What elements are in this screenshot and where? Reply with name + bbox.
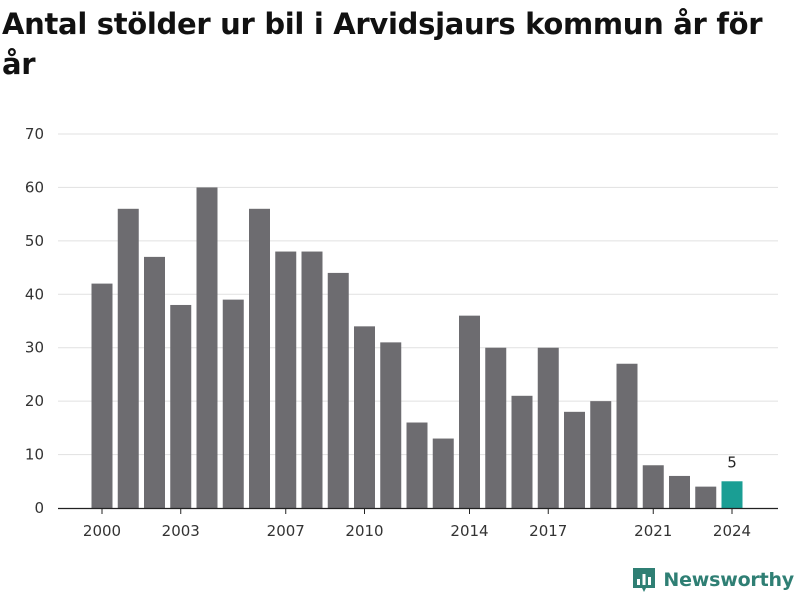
brand-logo: Newsworthy xyxy=(631,566,794,594)
bar-2006 xyxy=(249,208,270,509)
bar-2022 xyxy=(669,475,690,508)
bar-2004 xyxy=(196,187,218,508)
x-tick-label: 2017 xyxy=(529,522,567,540)
bar-2012 xyxy=(406,422,428,508)
x-tick-label: 2000 xyxy=(83,522,121,540)
x-tick-label: 2007 xyxy=(267,522,305,540)
gridlines xyxy=(58,133,778,456)
y-tick-label: 50 xyxy=(25,232,44,250)
bar-2008 xyxy=(301,251,323,509)
bar-2003 xyxy=(170,304,192,508)
y-tick-label: 30 xyxy=(25,339,44,357)
y-tick-label: 10 xyxy=(25,446,44,464)
bar-2019 xyxy=(590,401,612,508)
newsworthy-logo-icon xyxy=(633,568,656,592)
data-labels: 5 xyxy=(727,453,737,471)
bar-2021 xyxy=(642,465,664,508)
y-tick-label: 0 xyxy=(34,499,44,517)
brand-name: Newsworthy xyxy=(663,569,794,591)
bar-2020 xyxy=(616,363,638,508)
x-tick-label: 2010 xyxy=(345,522,383,540)
x-tick-label: 2024 xyxy=(713,522,751,540)
y-tick-label: 40 xyxy=(25,285,44,303)
bar-2005 xyxy=(222,299,244,508)
bar-2010 xyxy=(354,326,375,508)
bar-2001 xyxy=(117,208,139,509)
bar-2009 xyxy=(327,272,349,508)
bar-2015 xyxy=(485,347,507,508)
bar-2014 xyxy=(459,315,480,508)
x-tick-label: 2003 xyxy=(162,522,200,540)
bar-2023 xyxy=(695,486,717,508)
bar-2024 xyxy=(721,481,743,508)
bar-2013 xyxy=(432,438,454,508)
bar-2007 xyxy=(275,251,297,509)
y-tick-label: 70 xyxy=(25,125,44,143)
x-tick-label: 2021 xyxy=(634,522,672,540)
bar-2018 xyxy=(564,411,585,508)
x-tick-label: 2014 xyxy=(450,522,488,540)
bars xyxy=(91,187,743,509)
y-tick-label: 20 xyxy=(25,392,44,410)
y-axis-tick-labels: 0 10 20 30 40 50 60 70 xyxy=(25,125,44,517)
bar-2017 xyxy=(537,347,559,508)
bar-2000 xyxy=(91,283,113,508)
y-tick-label: 60 xyxy=(25,178,44,196)
bar-2002 xyxy=(144,256,165,508)
chart-title: Antal stölder ur bil i Arvidsjaurs kommu… xyxy=(2,7,763,81)
x-axis-tick-labels: 2000 2003 2007 2010 2014 2017 2021 2024 xyxy=(83,508,751,540)
bar-2016 xyxy=(511,395,533,508)
bar-2011 xyxy=(380,342,402,508)
data-label: 5 xyxy=(727,453,737,471)
